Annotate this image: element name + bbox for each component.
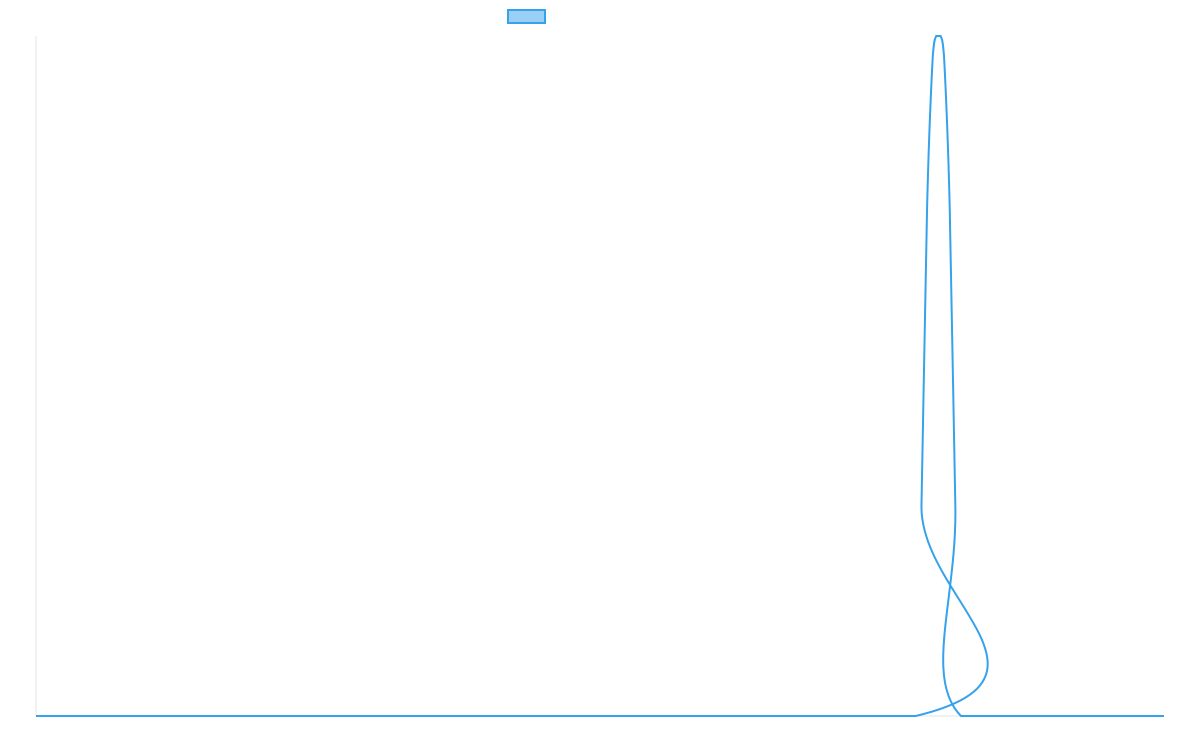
series-line-0[interactable] — [36, 35, 1164, 717]
series-layer — [36, 35, 1164, 717]
legend-swatch[interactable] — [507, 9, 546, 24]
legend[interactable] — [507, 9, 552, 24]
